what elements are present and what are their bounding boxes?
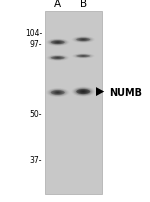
- Ellipse shape: [53, 57, 62, 60]
- Ellipse shape: [81, 56, 85, 57]
- Ellipse shape: [75, 88, 92, 96]
- Ellipse shape: [52, 91, 64, 95]
- Ellipse shape: [51, 41, 65, 45]
- Ellipse shape: [53, 91, 62, 95]
- Ellipse shape: [55, 42, 61, 44]
- Ellipse shape: [76, 38, 90, 42]
- Ellipse shape: [54, 42, 62, 44]
- Ellipse shape: [54, 57, 62, 60]
- Ellipse shape: [82, 56, 84, 57]
- Ellipse shape: [51, 90, 65, 96]
- Ellipse shape: [56, 58, 60, 59]
- Ellipse shape: [57, 58, 58, 59]
- Ellipse shape: [79, 39, 88, 42]
- Text: A: A: [54, 0, 61, 9]
- Ellipse shape: [52, 41, 64, 45]
- Ellipse shape: [79, 56, 88, 58]
- Ellipse shape: [56, 42, 60, 44]
- Text: 97-: 97-: [30, 39, 42, 48]
- Ellipse shape: [77, 55, 89, 58]
- Ellipse shape: [51, 41, 64, 45]
- Text: 104-: 104-: [25, 28, 42, 38]
- Ellipse shape: [75, 89, 91, 96]
- Ellipse shape: [51, 91, 65, 95]
- Ellipse shape: [82, 40, 84, 41]
- Text: B: B: [80, 0, 87, 9]
- Ellipse shape: [56, 58, 60, 59]
- Ellipse shape: [79, 56, 87, 58]
- Ellipse shape: [56, 92, 60, 94]
- Ellipse shape: [51, 90, 64, 96]
- Ellipse shape: [81, 91, 85, 93]
- Ellipse shape: [52, 91, 63, 95]
- Ellipse shape: [52, 57, 63, 60]
- Ellipse shape: [54, 42, 61, 44]
- Ellipse shape: [76, 90, 90, 95]
- Ellipse shape: [81, 56, 85, 57]
- Ellipse shape: [52, 41, 63, 45]
- Ellipse shape: [52, 57, 64, 60]
- Ellipse shape: [79, 39, 87, 41]
- Ellipse shape: [77, 90, 89, 95]
- Ellipse shape: [51, 41, 65, 45]
- Ellipse shape: [78, 56, 88, 58]
- Text: 50-: 50-: [30, 109, 42, 118]
- Ellipse shape: [55, 58, 61, 59]
- Ellipse shape: [77, 38, 90, 42]
- Ellipse shape: [80, 56, 87, 57]
- Ellipse shape: [80, 91, 86, 93]
- Ellipse shape: [51, 57, 64, 60]
- Ellipse shape: [53, 42, 62, 44]
- Ellipse shape: [57, 93, 59, 94]
- Ellipse shape: [81, 40, 85, 41]
- Ellipse shape: [80, 56, 86, 57]
- Polygon shape: [96, 88, 104, 97]
- Bar: [45, 12, 102, 194]
- Ellipse shape: [50, 41, 65, 45]
- Text: NUMB: NUMB: [109, 87, 142, 97]
- Ellipse shape: [81, 91, 85, 93]
- Ellipse shape: [57, 58, 59, 59]
- Ellipse shape: [54, 92, 61, 94]
- Ellipse shape: [81, 40, 85, 41]
- Ellipse shape: [78, 39, 88, 42]
- Ellipse shape: [55, 92, 61, 94]
- Ellipse shape: [76, 55, 90, 58]
- Ellipse shape: [79, 90, 87, 94]
- Ellipse shape: [80, 91, 87, 94]
- Ellipse shape: [79, 90, 88, 94]
- Ellipse shape: [54, 92, 62, 95]
- Ellipse shape: [78, 90, 88, 94]
- Ellipse shape: [76, 89, 90, 95]
- Ellipse shape: [80, 39, 87, 41]
- Ellipse shape: [76, 89, 91, 95]
- Ellipse shape: [51, 57, 65, 60]
- Ellipse shape: [56, 42, 60, 44]
- Ellipse shape: [76, 39, 90, 42]
- Ellipse shape: [77, 39, 89, 42]
- Text: 37-: 37-: [30, 155, 42, 164]
- Ellipse shape: [56, 92, 60, 94]
- Ellipse shape: [54, 58, 61, 59]
- Ellipse shape: [50, 90, 65, 96]
- Ellipse shape: [77, 89, 90, 95]
- Ellipse shape: [80, 39, 86, 41]
- Ellipse shape: [82, 92, 84, 93]
